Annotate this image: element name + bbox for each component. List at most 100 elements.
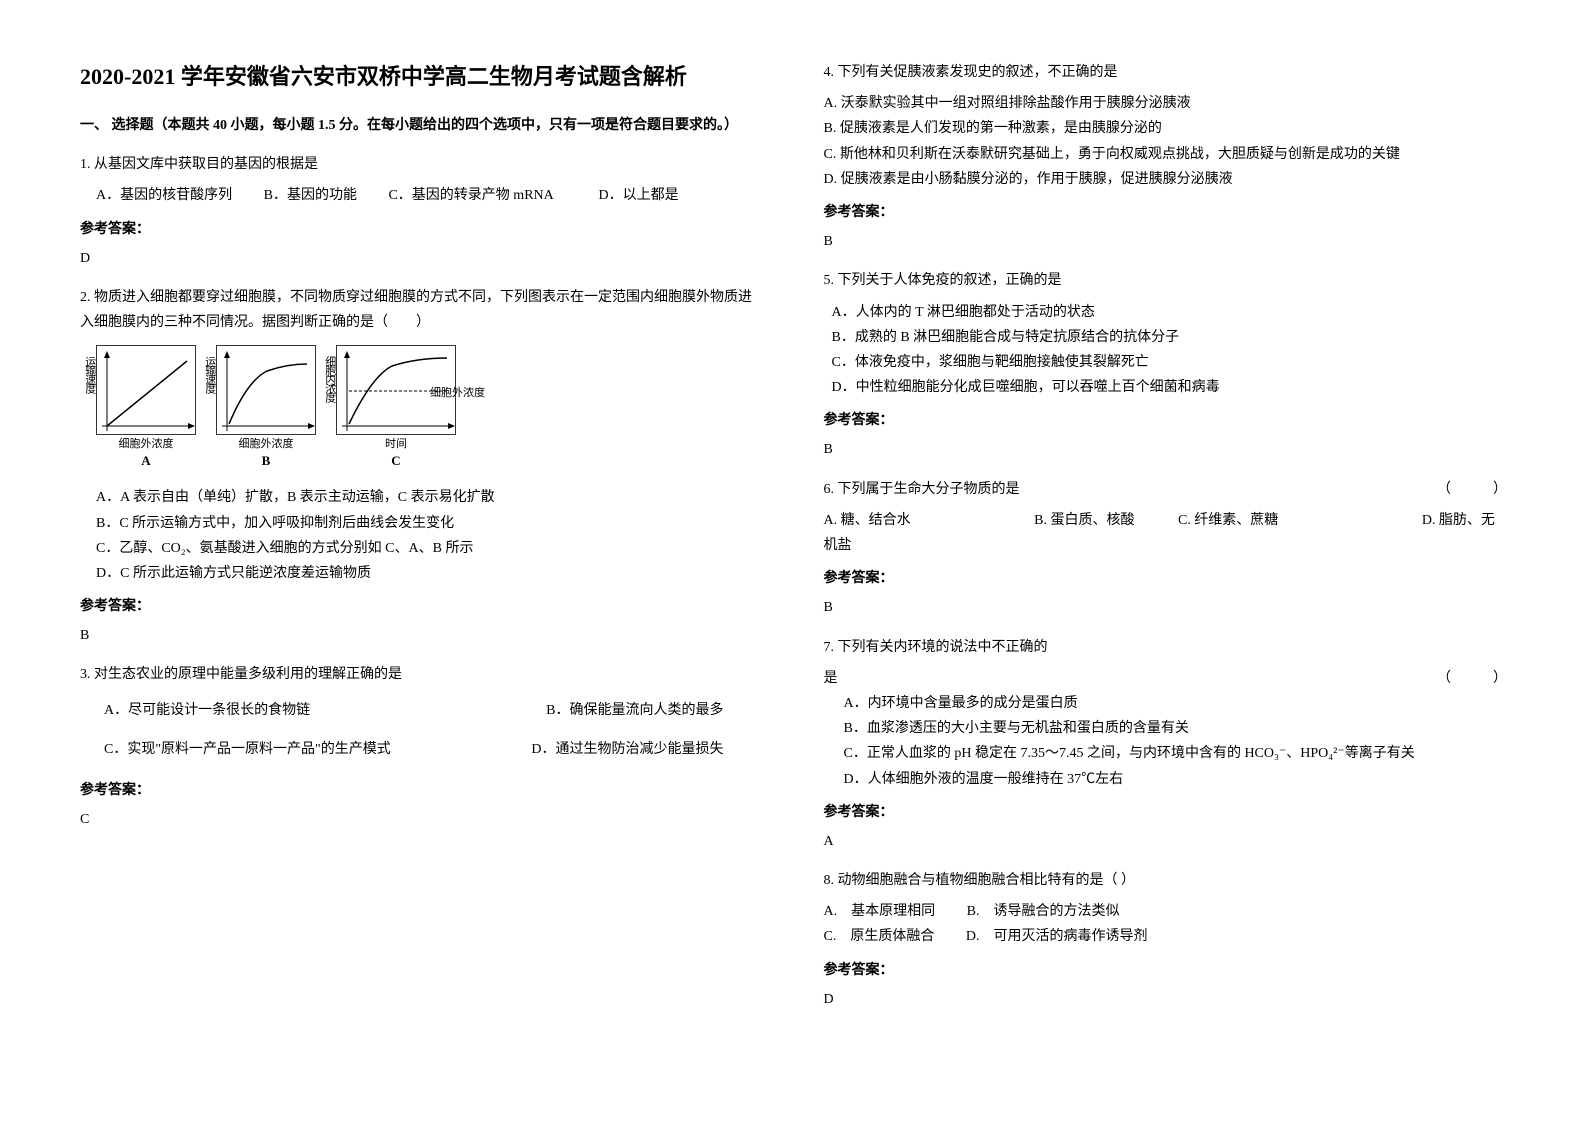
question-options: A．人体内的 T 淋巴细胞都处于活动的状态 B．成熟的 B 淋巴细胞能合成与特定…	[824, 300, 1508, 401]
chart-b-yarrow	[224, 351, 230, 358]
option-b: B. 促胰液素是人们发现的第一种激素，是由胰腺分泌的	[824, 116, 1508, 141]
page-container: 2020-2021 学年安徽省六安市双桥中学高二生物月考试题含解析 一、 选择题…	[80, 60, 1507, 1022]
option-b: B．C 所示运输方式中，加入呼吸抑制剂后曲线会发生变化	[96, 511, 764, 536]
question-stem: 8. 动物细胞融合与植物细胞融合相比特有的是（ ）	[824, 868, 1508, 893]
question-stem: 3. 对生态农业的原理中能量多级利用的理解正确的是	[80, 662, 764, 687]
question-1: 1. 从基因文库中获取目的基因的根据是 A．基因的核苷酸序列 B．基因的功能 C…	[80, 152, 764, 271]
chart-a-yarrow	[104, 351, 110, 358]
option-a: A. 沃泰默实验其中一组对照组排除盐酸作用于胰腺分泌胰液	[824, 91, 1508, 116]
chart-c-curve-label: 细胞外浓度	[430, 384, 485, 404]
option-d: D. 脂肪、无机盐	[824, 513, 1495, 553]
option-a: A. 基本原理相同	[824, 904, 936, 919]
question-6: 6. 下列属于生命大分子物质的是 （ ） A. 糖、结合水 B. 蛋白质、核酸 …	[824, 477, 1508, 621]
options-row-1: A．尽可能设计一条很长的食物链 B．确保能量流向人类的最多	[80, 698, 764, 723]
question-7: 7. 下列有关内环境的说法中不正确的 是 （ ） A．内环境中含量最多的成分是蛋…	[824, 635, 1508, 855]
option-d: D．人体细胞外液的温度一般维持在 37℃左右	[844, 767, 1508, 792]
question-stem: 1. 从基因文库中获取目的基因的根据是	[80, 152, 764, 177]
option-c: C. 斯他林和贝利斯在沃泰默研究基础上，勇于向权威观点挑战，大胆质疑与创新是成功…	[824, 142, 1508, 167]
question-options: A．内环境中含量最多的成分是蛋白质 B．血浆渗透压的大小主要与无机盐和蛋白质的含…	[844, 691, 1508, 792]
chart-a-wrapper: 运输速度 细胞外浓度 A	[96, 345, 196, 475]
answer-label: 参考答案：	[824, 958, 1508, 983]
chart-b-xarrow	[308, 423, 315, 429]
answer-value: A	[824, 829, 1508, 854]
question-options: A. 糖、结合水 B. 蛋白质、核酸 C. 纤维素、蔗糖 D. 脂肪、无机盐	[824, 508, 1508, 558]
options-row-1: A. 基本原理相同 B. 诱导融合的方法类似	[824, 899, 1508, 924]
option-a: A．人体内的 T 淋巴细胞都处于活动的状态	[832, 300, 1508, 325]
answer-label: 参考答案：	[80, 594, 764, 619]
option-a: A．尽可能设计一条很长的食物链	[104, 703, 310, 718]
question-5: 5. 下列关于人体免疫的叙述，正确的是 A．人体内的 T 淋巴细胞都处于活动的状…	[824, 268, 1508, 462]
option-b: B．基因的功能	[264, 188, 357, 203]
section-header: 一、 选择题（本题共 40 小题，每小题 1.5 分。在每小题给出的四个选项中，…	[80, 113, 764, 138]
question-2: 2. 物质进入细胞都要穿过细胞膜，不同物质穿过细胞膜的方式不同，下列图表示在一定…	[80, 285, 764, 649]
question-options: A．尽可能设计一条很长的食物链 B．确保能量流向人类的最多 C．实现"原料一产品…	[80, 698, 764, 762]
question-3: 3. 对生态农业的原理中能量多级利用的理解正确的是 A．尽可能设计一条很长的食物…	[80, 662, 764, 832]
answer-value: B	[824, 595, 1508, 620]
question-stem: 5. 下列关于人体免疫的叙述，正确的是	[824, 268, 1508, 293]
answer-label: 参考答案：	[80, 778, 764, 803]
chart-c-yarrow	[344, 351, 350, 358]
option-b: B. 蛋白质、核酸	[1034, 513, 1134, 528]
question-stem-line2: 是 （ ）	[824, 666, 1508, 691]
chart-b-letter: B	[262, 449, 271, 472]
chart-b-wrapper: 运输速度 细胞外浓度 B	[216, 345, 316, 475]
option-a: A．基因的核苷酸序列	[96, 188, 232, 203]
question-options: A．基因的核苷酸序列 B．基因的功能 C．基因的转录产物 mRNA D．以上都是	[96, 183, 764, 208]
answer-value: D	[80, 246, 764, 271]
chart-b-curve	[229, 364, 307, 424]
answer-value: B	[80, 623, 764, 648]
option-a: A．内环境中含量最多的成分是蛋白质	[844, 691, 1508, 716]
option-b: B．血浆渗透压的大小主要与无机盐和蛋白质的含量有关	[844, 716, 1508, 741]
question-stem: 4. 下列有关促胰液素发现史的叙述，不正确的是	[824, 60, 1508, 85]
option-c: C．乙醇、CO₂、氨基酸进入细胞的方式分别如 C、A、B 所示	[96, 536, 764, 561]
question-4: 4. 下列有关促胰液素发现史的叙述，不正确的是 A. 沃泰默实验其中一组对照组排…	[824, 60, 1508, 254]
option-b: B．成熟的 B 淋巴细胞能合成与特定抗原结合的抗体分子	[832, 325, 1508, 350]
option-a: A．A 表示自由（单纯）扩散，B 表示主动运输，C 表示易化扩散	[96, 485, 764, 510]
q6-stem-text: 6. 下列属于生命大分子物质的是	[824, 482, 1020, 497]
answer-label: 参考答案：	[824, 566, 1508, 591]
option-b-partial: B．确保能量流向人类的最多	[546, 698, 723, 723]
q7-bracket: （ ）	[1437, 666, 1507, 691]
chart-a-letter: A	[141, 449, 150, 472]
options-row-2: C．实现"原料一产品一原料一产品"的生产模式 D．通过生物防治减少能量损失	[80, 737, 764, 762]
chart-a: 运输速度 细胞外浓度 A	[96, 345, 196, 435]
option-a: A. 糖、结合水	[824, 513, 911, 528]
option-d: D. 可用灭活的病毒作诱导剂	[966, 929, 1148, 944]
question-options: A．A 表示自由（单纯）扩散，B 表示主动运输，C 表示易化扩散 B．C 所示运…	[96, 485, 764, 586]
option-c: C．正常人血浆的 pH 稳定在 7.35～7.45 之间，与内环境中含有的 HC…	[844, 741, 1508, 766]
chart-c: 细胞内浓度 细胞外浓度 时间 C	[336, 345, 456, 435]
chart-b-svg	[217, 346, 317, 436]
answer-value: D	[824, 987, 1508, 1012]
chart-c-xarrow	[448, 423, 455, 429]
chart-a-xarrow	[188, 423, 195, 429]
answer-label: 参考答案：	[824, 800, 1508, 825]
document-title: 2020-2021 学年安徽省六安市双桥中学高二生物月考试题含解析	[80, 60, 764, 93]
option-c: C．体液免疫中，浆细胞与靶细胞接触使其裂解死亡	[832, 350, 1508, 375]
option-d: D．中性粒细胞能分化成巨噬细胞，可以吞噬上百个细菌和病毒	[832, 375, 1508, 400]
option-d-partial: D．通过生物防治减少能量损失	[531, 737, 723, 762]
charts-row: 运输速度 细胞外浓度 A	[96, 345, 764, 475]
options-row-2: C. 原生质体融合 D. 可用灭活的病毒作诱导剂	[824, 924, 1508, 949]
right-column: 4. 下列有关促胰液素发现史的叙述，不正确的是 A. 沃泰默实验其中一组对照组排…	[824, 60, 1508, 1022]
chart-c-wrapper: 细胞内浓度 细胞外浓度 时间 C	[336, 345, 456, 475]
answer-label: 参考答案：	[824, 408, 1508, 433]
answer-label: 参考答案：	[80, 217, 764, 242]
chart-a-line	[107, 361, 187, 426]
chart-a-ylabel: 运输速度	[79, 356, 99, 392]
option-c: C. 原生质体融合	[824, 929, 935, 944]
answer-value: B	[824, 229, 1508, 254]
option-d: D．C 所示此运输方式只能逆浓度差运输物质	[96, 561, 764, 586]
question-8: 8. 动物细胞融合与植物细胞融合相比特有的是（ ） A. 基本原理相同 B. 诱…	[824, 868, 1508, 1012]
option-b: B. 诱导融合的方法类似	[967, 904, 1120, 919]
option-c: C．基因的转录产物 mRNA	[388, 188, 553, 203]
answer-value: B	[824, 437, 1508, 462]
question-stem-line1: 7. 下列有关内环境的说法中不正确的	[824, 635, 1508, 660]
question-options: A. 基本原理相同 B. 诱导融合的方法类似 C. 原生质体融合 D. 可用灭活…	[824, 899, 1508, 949]
chart-a-svg	[97, 346, 197, 436]
chart-b: 运输速度 细胞外浓度 B	[216, 345, 316, 435]
chart-c-letter: C	[391, 449, 400, 472]
question-stem: 2. 物质进入细胞都要穿过细胞膜，不同物质穿过细胞膜的方式不同，下列图表示在一定…	[80, 285, 764, 335]
q7-stem-part2: 是	[824, 671, 838, 686]
question-options: A. 沃泰默实验其中一组对照组排除盐酸作用于胰腺分泌胰液 B. 促胰液素是人们发…	[824, 91, 1508, 192]
option-c: C．实现"原料一产品一原料一产品"的生产模式	[104, 742, 391, 757]
